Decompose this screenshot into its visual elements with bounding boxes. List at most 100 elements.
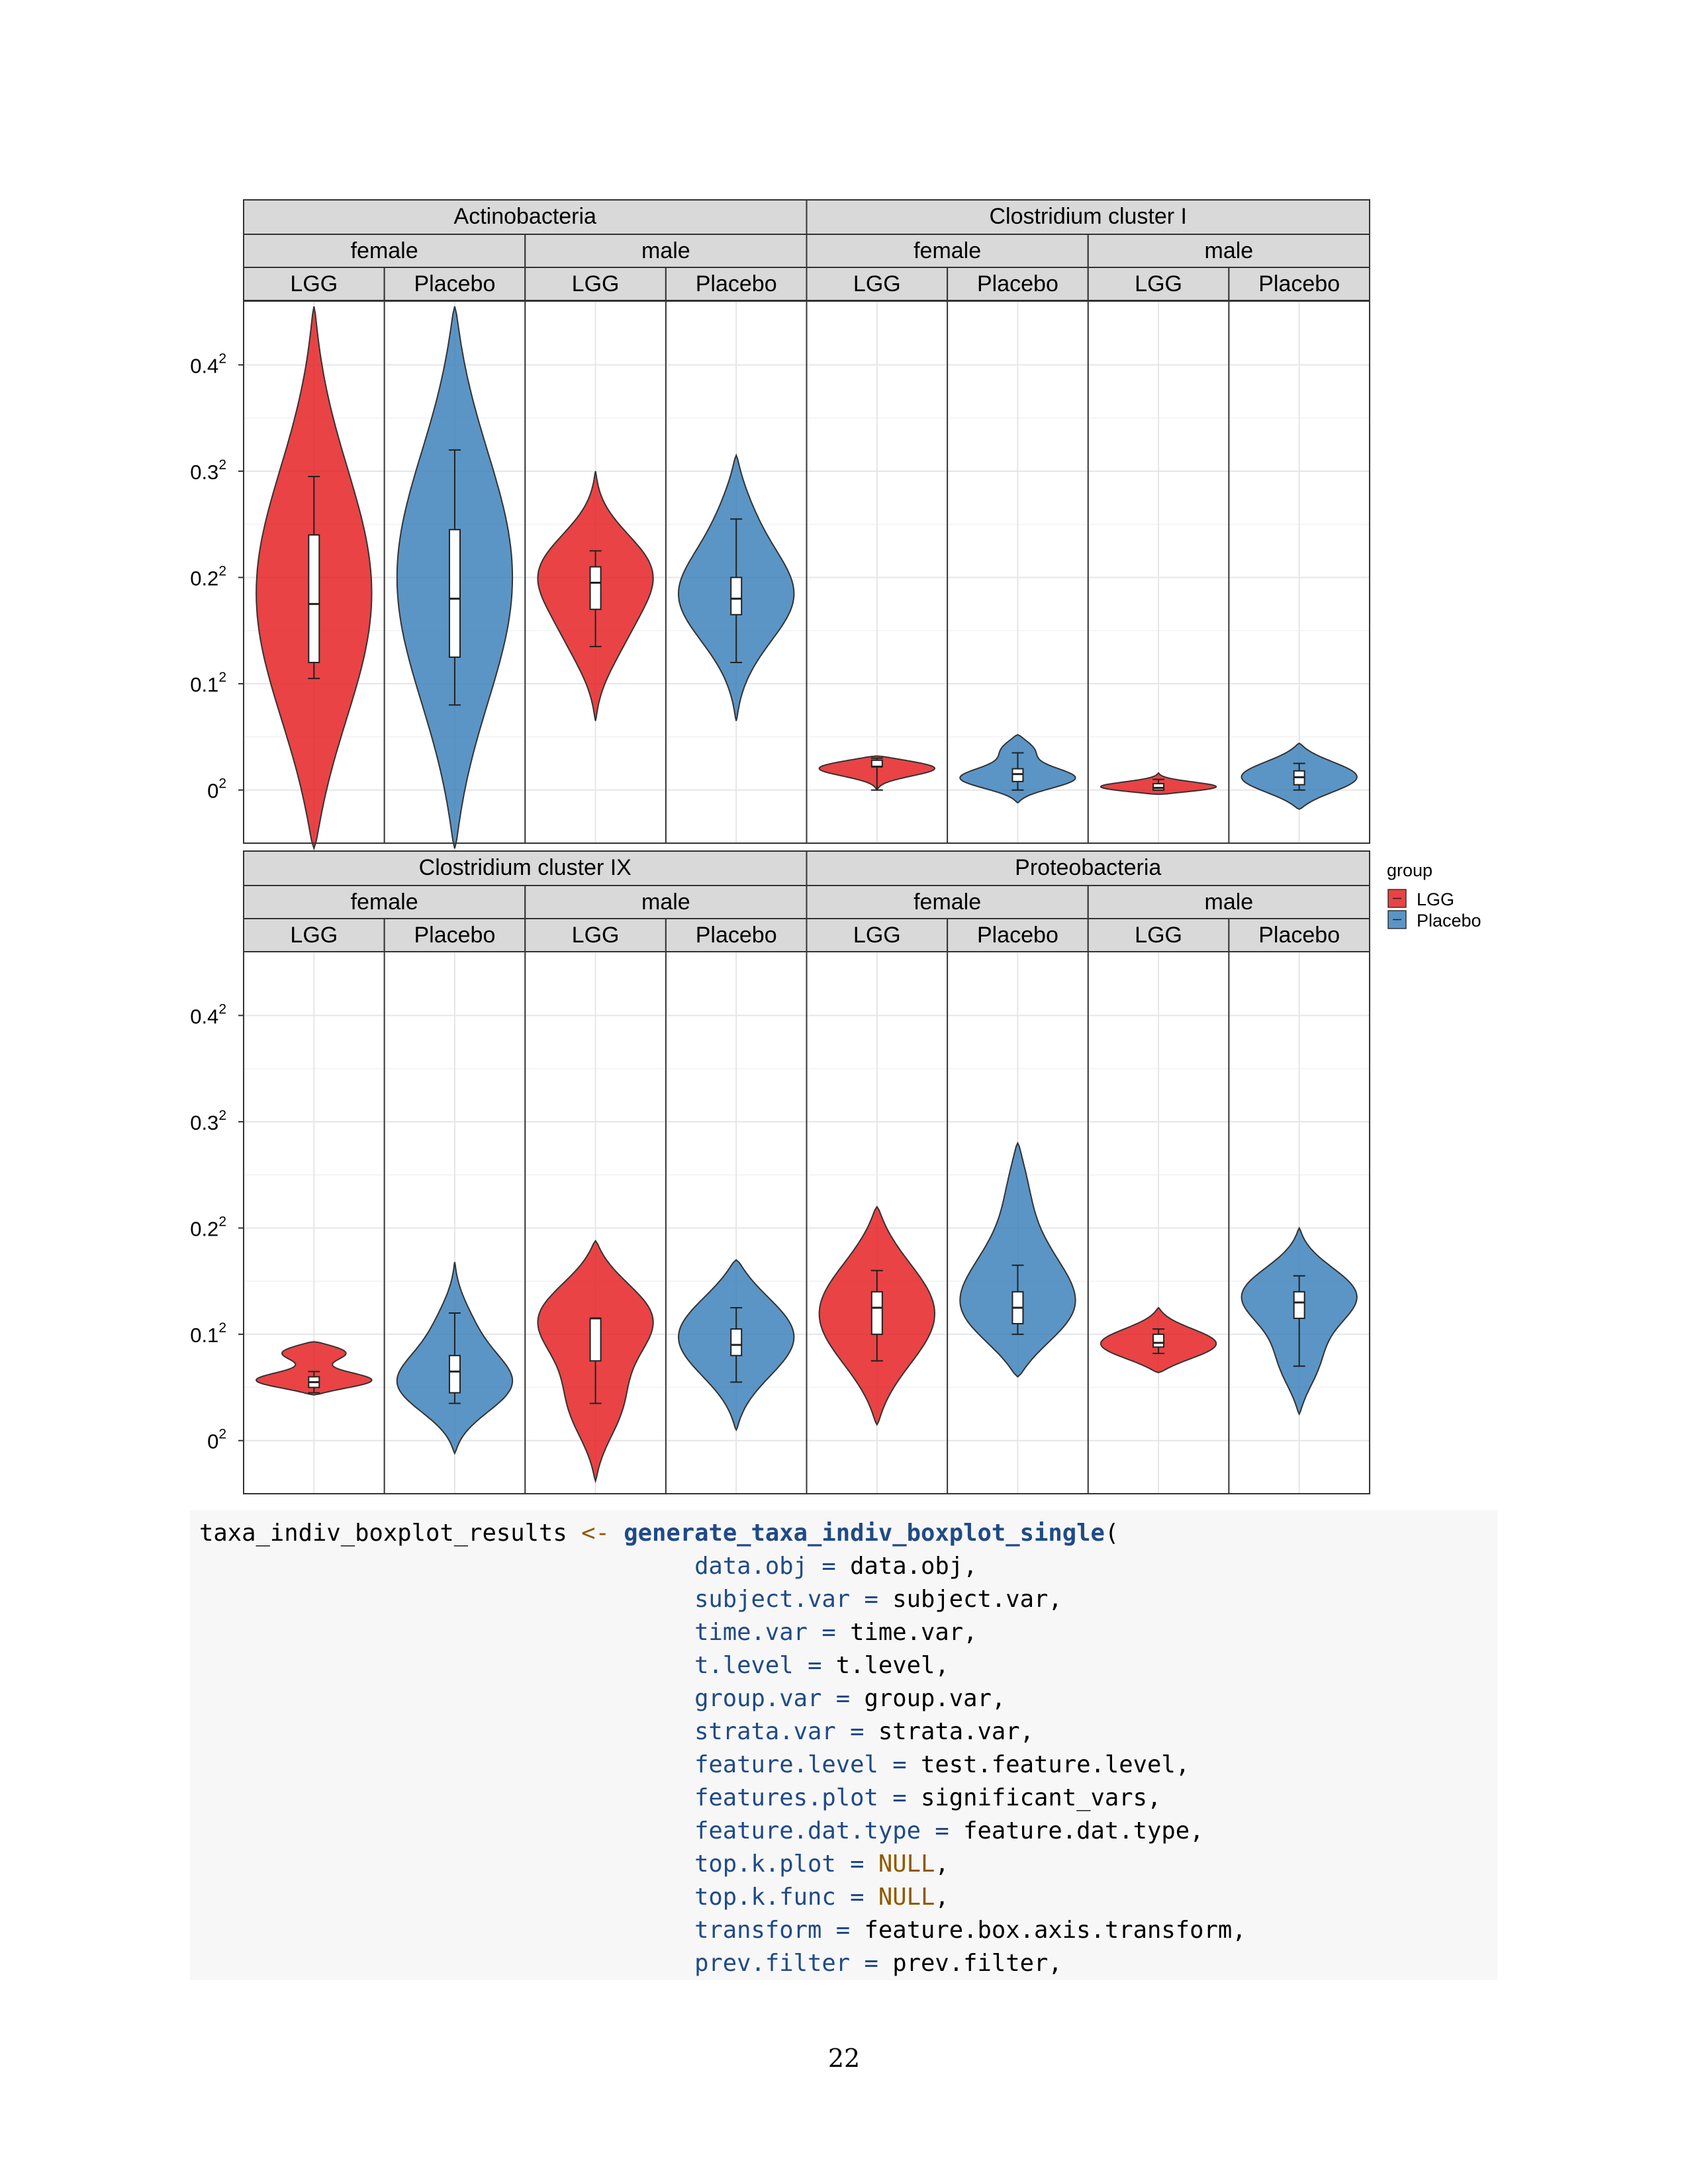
box-iqr xyxy=(448,1355,461,1394)
code-token: taxa_indiv_boxplot_results xyxy=(199,1520,582,1547)
code-token: transform xyxy=(694,1917,822,1944)
y-tick-exponent: 2 xyxy=(218,670,226,685)
y-tick-label: 0.32 xyxy=(190,457,226,484)
code-token: = xyxy=(821,1553,836,1580)
facet-strip-group xyxy=(524,267,667,301)
facet-strip-group xyxy=(806,918,949,952)
code-token xyxy=(610,1520,624,1547)
y-tick-label: 0.32 xyxy=(190,1108,226,1134)
facet-strip-strata xyxy=(243,234,526,268)
y-tick-exponent: 2 xyxy=(218,1427,226,1442)
y-tick-exponent: 2 xyxy=(218,351,226,366)
code-token xyxy=(199,1850,694,1878)
code-token xyxy=(199,1751,694,1778)
code-token xyxy=(821,1685,835,1712)
code-token xyxy=(794,1652,808,1679)
code-text: taxa_indiv_boxplot_results <- generate_t… xyxy=(199,1517,1246,1980)
legend-label: LGG xyxy=(1417,889,1454,909)
code-token xyxy=(878,1751,892,1778)
code-token: test.feature.level, xyxy=(906,1751,1190,1778)
facet-label-strata: male xyxy=(641,889,690,915)
box-iqr xyxy=(730,576,743,615)
facet-label-taxon: Clostridium cluster IX xyxy=(419,855,632,880)
y-tick-label: 0.22 xyxy=(190,564,226,590)
y-tick-label: 02 xyxy=(207,776,226,803)
code-token: feature.dat.type xyxy=(694,1817,921,1844)
code-token xyxy=(199,1718,694,1745)
facet-label-taxon: Actinobacteria xyxy=(454,204,597,229)
box-iqr xyxy=(870,1291,883,1336)
box-iqr xyxy=(308,534,320,664)
code-token: feature.dat.type, xyxy=(949,1817,1204,1844)
code-token: top.k.plot xyxy=(694,1850,836,1878)
code-token xyxy=(850,1586,864,1613)
facet-label-group: Placebo xyxy=(1258,271,1340,296)
y-tick-label: 0.12 xyxy=(190,670,226,696)
y-tick-exponent: 2 xyxy=(218,457,226,473)
code-token xyxy=(836,1850,850,1878)
code-token: data.obj, xyxy=(835,1553,978,1580)
facet-strip-taxon xyxy=(806,850,1370,886)
facet-label-group: LGG xyxy=(1135,271,1182,296)
facet-strip-group xyxy=(947,267,1089,301)
facet-label-group: LGG xyxy=(853,271,901,296)
box-iqr xyxy=(1152,783,1165,791)
code-token: = xyxy=(892,1751,907,1778)
facet-label-group: Placebo xyxy=(977,271,1058,296)
code-token: t.level, xyxy=(821,1652,949,1679)
box-iqr xyxy=(1011,768,1024,782)
code-token: ( xyxy=(1104,1520,1119,1547)
code-token: NULL xyxy=(878,1884,935,1911)
code-token: = xyxy=(892,1784,907,1811)
code-token xyxy=(878,1784,892,1811)
code-token xyxy=(836,1884,850,1911)
code-token xyxy=(821,1917,835,1944)
code-token: features.plot xyxy=(694,1784,878,1811)
legend-title: group xyxy=(1387,860,1432,880)
y-tick-exponent: 2 xyxy=(218,1108,226,1123)
facet-label-taxon: Proteobacteria xyxy=(1015,855,1161,880)
facet-label-group: Placebo xyxy=(414,923,496,948)
y-tick-exponent: 2 xyxy=(218,1320,226,1336)
facet-strip-strata xyxy=(243,885,526,919)
facet-strip-group xyxy=(947,918,1089,952)
code-token xyxy=(921,1817,935,1844)
code-token xyxy=(199,1917,694,1944)
facet-strip-group xyxy=(1228,267,1370,301)
box-iqr xyxy=(448,529,461,658)
code-token xyxy=(199,1586,694,1613)
y-tick-label: 0.22 xyxy=(190,1214,226,1241)
facet-strip-group xyxy=(806,267,949,301)
facet-strip-group xyxy=(383,267,526,301)
facet-label-strata: male xyxy=(641,238,690,263)
facet-strip-group xyxy=(1228,918,1370,952)
facet-strip-taxon xyxy=(806,199,1370,235)
code-token: = xyxy=(864,1950,878,1977)
facet-label-group: LGG xyxy=(572,271,620,296)
violin-shape xyxy=(256,1341,373,1396)
code-token: = xyxy=(850,1850,865,1878)
facet-strip-group xyxy=(383,918,526,952)
facet-strip-group xyxy=(243,918,385,952)
facet-label-strata: female xyxy=(914,889,981,915)
y-tick-exponent: 2 xyxy=(218,564,226,579)
y-tick-label: 0.42 xyxy=(190,351,226,377)
code-token: subject.var, xyxy=(878,1586,1062,1613)
y-tick-exponent: 2 xyxy=(218,1001,226,1017)
code-token: = xyxy=(808,1652,822,1679)
page-number: 22 xyxy=(827,2044,861,2073)
code-token: , xyxy=(935,1850,949,1878)
code-token: = xyxy=(821,1619,836,1646)
code-token: = xyxy=(850,1718,865,1745)
code-token: strata.var xyxy=(694,1718,836,1745)
code-token xyxy=(199,1619,694,1646)
code-token: = xyxy=(835,1917,851,1944)
code-token: data.obj xyxy=(694,1553,808,1580)
facet-label-taxon: Clostridium cluster I xyxy=(989,204,1187,229)
code-token: = xyxy=(850,1884,865,1911)
facet-strip-group xyxy=(665,918,808,952)
y-tick-label: 02 xyxy=(207,1427,226,1453)
code-token xyxy=(865,1884,878,1911)
code-token xyxy=(808,1553,821,1580)
code-token: NULL xyxy=(878,1850,935,1878)
